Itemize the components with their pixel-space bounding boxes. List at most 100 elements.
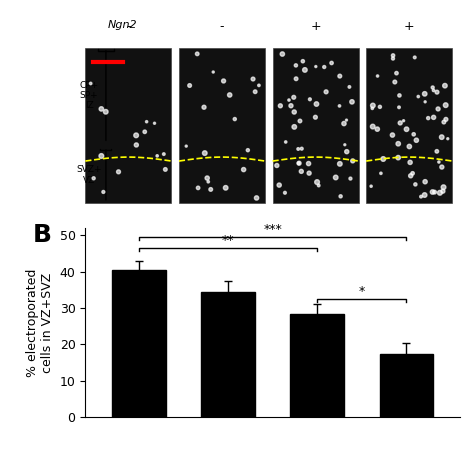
Point xyxy=(411,54,419,61)
Point xyxy=(421,90,428,98)
Point xyxy=(292,75,300,82)
Point xyxy=(395,103,403,111)
Point xyxy=(210,68,217,76)
Point xyxy=(421,191,428,199)
Point xyxy=(98,152,105,160)
Point xyxy=(431,188,438,196)
Point xyxy=(367,182,375,190)
Point xyxy=(412,137,420,144)
Point xyxy=(340,120,348,128)
Point xyxy=(406,159,414,166)
Point xyxy=(438,163,446,171)
Point xyxy=(102,108,109,116)
Point xyxy=(349,157,356,164)
Point xyxy=(87,80,94,87)
Bar xyxy=(291,313,344,417)
Point xyxy=(298,168,305,175)
Point xyxy=(409,170,416,177)
Point xyxy=(341,141,348,148)
Point xyxy=(414,93,422,100)
Point xyxy=(295,159,303,167)
Point xyxy=(389,52,397,59)
Text: +: + xyxy=(404,20,415,33)
Point xyxy=(251,88,259,95)
Point xyxy=(154,152,161,160)
Point xyxy=(100,188,107,196)
Point xyxy=(320,63,328,71)
Point xyxy=(374,72,382,80)
Point xyxy=(421,178,429,185)
Point xyxy=(315,182,322,189)
Point xyxy=(369,123,376,130)
Point xyxy=(343,116,350,124)
Point xyxy=(204,178,212,185)
Point xyxy=(295,159,302,167)
Bar xyxy=(201,292,255,417)
Point xyxy=(380,155,387,163)
Point xyxy=(301,66,309,74)
Point xyxy=(406,143,413,150)
Point xyxy=(430,87,438,94)
Point xyxy=(396,91,403,99)
Point xyxy=(411,181,419,188)
Point xyxy=(141,128,148,136)
Point xyxy=(291,108,298,116)
Point xyxy=(400,117,407,125)
Point xyxy=(133,141,140,149)
Point xyxy=(299,57,307,65)
Text: **: ** xyxy=(222,234,234,247)
Point xyxy=(273,162,281,169)
Text: Ngn2: Ngn2 xyxy=(108,20,137,30)
Point xyxy=(253,194,260,202)
Point xyxy=(438,133,446,141)
Point xyxy=(244,146,252,154)
Point xyxy=(313,100,320,108)
Point xyxy=(151,119,158,127)
Point xyxy=(336,73,344,80)
Point xyxy=(305,160,312,167)
Point xyxy=(369,102,377,109)
Point xyxy=(276,102,284,109)
Point xyxy=(428,188,436,196)
Text: B: B xyxy=(33,223,52,246)
Point xyxy=(337,192,345,200)
Point xyxy=(442,116,450,123)
Point xyxy=(305,169,313,177)
Point xyxy=(407,172,414,180)
Text: -: - xyxy=(220,20,224,33)
Bar xyxy=(112,270,165,417)
Point xyxy=(222,184,229,191)
Point xyxy=(392,69,400,77)
Point xyxy=(98,105,105,113)
Point xyxy=(441,82,449,90)
Point xyxy=(285,96,293,104)
Point xyxy=(311,113,319,121)
Point xyxy=(417,193,425,201)
Point xyxy=(194,184,202,191)
Point xyxy=(287,102,295,109)
Point xyxy=(424,114,432,122)
Text: CP+
SP+
IZ: CP+ SP+ IZ xyxy=(80,81,99,110)
Point xyxy=(396,119,404,127)
Point xyxy=(290,93,298,101)
Point xyxy=(90,174,98,182)
Point xyxy=(348,98,356,106)
Point xyxy=(389,55,397,63)
Point xyxy=(291,123,298,131)
Point xyxy=(249,75,257,83)
Point xyxy=(312,63,319,70)
Point xyxy=(255,82,263,89)
Point xyxy=(421,98,429,106)
Point xyxy=(368,105,376,112)
Point xyxy=(231,115,238,123)
Point xyxy=(160,150,168,158)
Point xyxy=(328,59,336,67)
Bar xyxy=(366,48,452,203)
Point xyxy=(429,84,437,91)
Point xyxy=(343,148,351,155)
Point xyxy=(442,101,449,109)
Point xyxy=(430,114,438,121)
Point xyxy=(394,140,402,147)
Point xyxy=(444,135,452,143)
Point xyxy=(298,145,306,153)
